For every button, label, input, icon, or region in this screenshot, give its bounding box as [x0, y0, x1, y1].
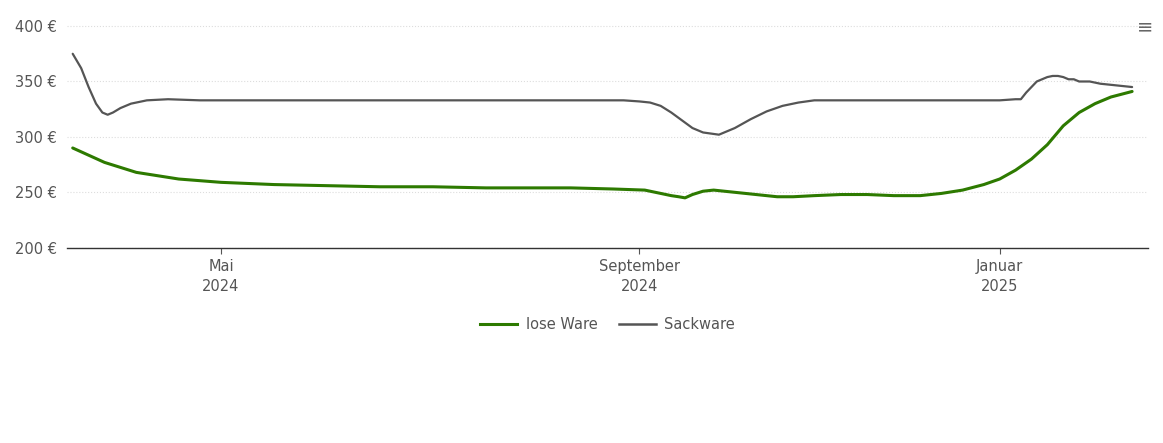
Text: ≡: ≡: [1137, 18, 1154, 37]
Legend: lose Ware, Sackware: lose Ware, Sackware: [475, 311, 741, 338]
